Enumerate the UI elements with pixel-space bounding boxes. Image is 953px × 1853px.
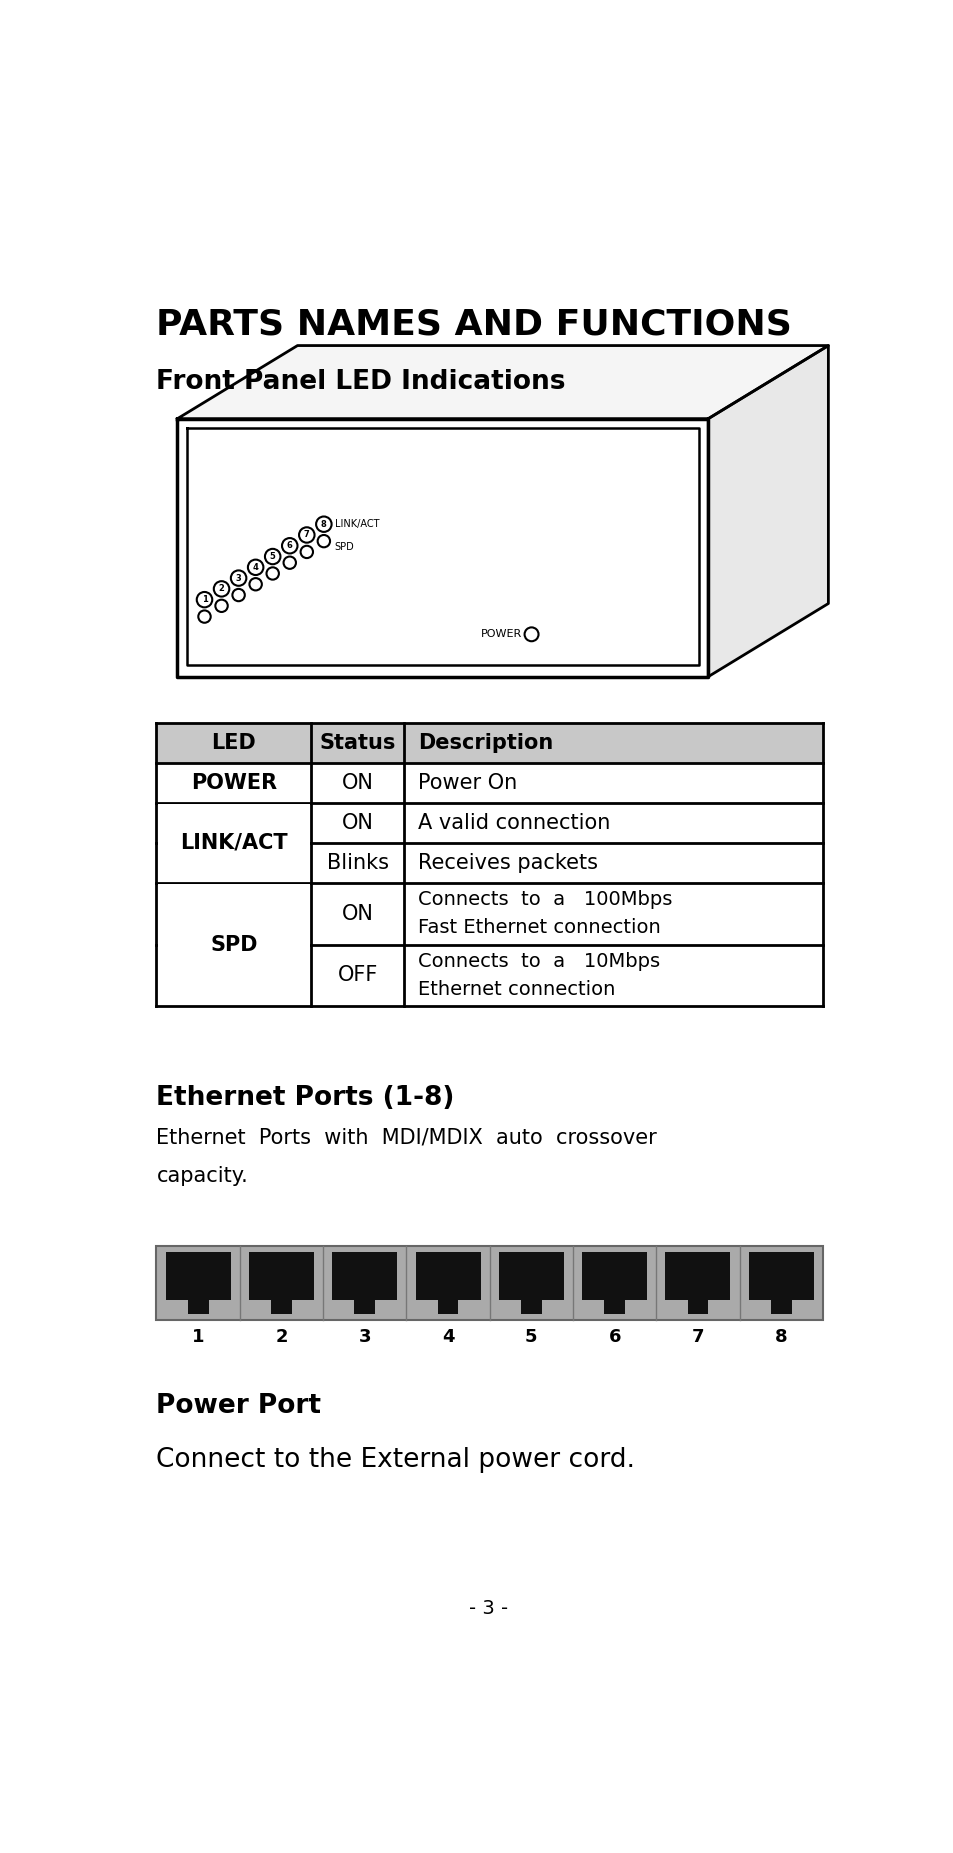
Circle shape (282, 537, 297, 554)
Circle shape (524, 628, 537, 641)
Text: 4: 4 (441, 1327, 454, 1345)
Text: ON: ON (342, 773, 374, 793)
Text: Power Port: Power Port (156, 1393, 321, 1419)
Text: 3: 3 (235, 574, 241, 582)
Polygon shape (166, 1251, 231, 1314)
Text: LED: LED (212, 734, 256, 752)
Text: PARTS NAMES AND FUNCTIONS: PARTS NAMES AND FUNCTIONS (156, 308, 792, 341)
Text: Connect to the External power cord.: Connect to the External power cord. (156, 1447, 635, 1473)
Text: Ethernet  Ports  with  MDI/MDIX  auto  crossover
capacity.: Ethernet Ports with MDI/MDIX auto crosso… (156, 1127, 657, 1186)
Circle shape (300, 547, 313, 558)
Polygon shape (156, 723, 822, 763)
Circle shape (265, 548, 280, 565)
Text: 8: 8 (320, 519, 326, 528)
Polygon shape (665, 1251, 730, 1314)
Text: OFF: OFF (337, 965, 377, 986)
Polygon shape (177, 345, 827, 419)
Text: 4: 4 (253, 563, 258, 573)
Circle shape (231, 571, 246, 586)
Text: LINK/ACT: LINK/ACT (180, 834, 288, 852)
Text: 3: 3 (358, 1327, 371, 1345)
Text: LINK/ACT: LINK/ACT (335, 519, 378, 530)
Text: Receives packets: Receives packets (418, 852, 598, 873)
Text: Connects  to  a   100Mbps
Fast Ethernet connection: Connects to a 100Mbps Fast Ethernet conn… (418, 889, 672, 938)
Text: Ethernet Ports (1-8): Ethernet Ports (1-8) (156, 1084, 455, 1110)
Text: 5: 5 (270, 552, 275, 561)
Polygon shape (158, 804, 310, 882)
Text: Description: Description (418, 734, 553, 752)
Text: 2: 2 (274, 1327, 288, 1345)
Text: SPD: SPD (210, 934, 257, 954)
Text: 1: 1 (201, 595, 207, 604)
Polygon shape (416, 1251, 480, 1314)
Polygon shape (332, 1251, 396, 1314)
Text: 8: 8 (774, 1327, 787, 1345)
Text: 7: 7 (691, 1327, 703, 1345)
Polygon shape (249, 1251, 314, 1314)
Polygon shape (156, 1247, 822, 1319)
Text: 6: 6 (287, 541, 293, 550)
Text: Blinks: Blinks (327, 852, 389, 873)
Text: Power On: Power On (418, 773, 517, 793)
Circle shape (298, 528, 314, 543)
Text: - 3 -: - 3 - (469, 1599, 508, 1618)
Text: Front Panel LED Indications: Front Panel LED Indications (156, 369, 565, 395)
Text: ON: ON (342, 904, 374, 925)
Polygon shape (177, 419, 707, 676)
Circle shape (283, 556, 295, 569)
Text: 5: 5 (524, 1327, 537, 1345)
Polygon shape (158, 884, 310, 1006)
Circle shape (317, 536, 330, 547)
Text: Connects  to  a   10Mbps
Ethernet connection: Connects to a 10Mbps Ethernet connection (418, 952, 659, 999)
Text: A valid connection: A valid connection (418, 813, 610, 834)
Circle shape (196, 591, 212, 608)
Text: ON: ON (342, 813, 374, 834)
Circle shape (248, 560, 263, 574)
Circle shape (198, 610, 211, 623)
Text: 7: 7 (304, 530, 310, 539)
Text: 2: 2 (218, 584, 224, 593)
Text: POWER: POWER (191, 773, 276, 793)
Circle shape (266, 567, 278, 580)
Text: Status: Status (319, 734, 395, 752)
Polygon shape (707, 345, 827, 676)
Polygon shape (748, 1251, 813, 1314)
Text: SPD: SPD (335, 543, 355, 552)
Circle shape (233, 589, 245, 600)
Polygon shape (498, 1251, 563, 1314)
Text: 6: 6 (608, 1327, 620, 1345)
Polygon shape (581, 1251, 646, 1314)
Text: 1: 1 (192, 1327, 204, 1345)
Circle shape (215, 600, 228, 611)
Circle shape (213, 582, 229, 597)
Circle shape (249, 578, 261, 591)
Text: POWER: POWER (480, 630, 521, 639)
Circle shape (315, 517, 332, 532)
